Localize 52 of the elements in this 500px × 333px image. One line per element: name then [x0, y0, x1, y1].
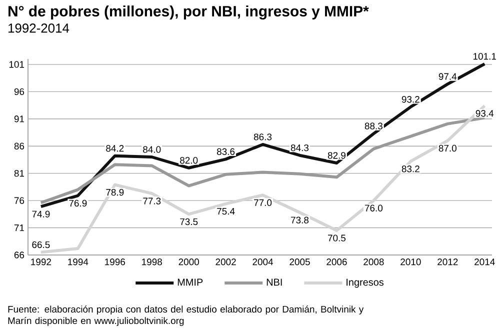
x-tick-label: 2014: [474, 258, 495, 266]
data-label: 87.0: [438, 144, 456, 152]
data-label: 83.2: [402, 166, 420, 172]
x-tick-label: 2008: [364, 258, 384, 266]
x-tick-label: 2005: [290, 258, 310, 266]
chart-title: N° de pobres (millones), por NBI, ingresos y MMIP*: [8, 6, 369, 20]
data-label: 82.0: [180, 156, 198, 164]
data-label: 83.6: [217, 148, 235, 155]
y-tick-label: 76: [14, 197, 24, 204]
data-label: 86.3: [254, 134, 272, 140]
x-tick-label: 2002: [216, 258, 236, 266]
x-tick-label: 2010: [400, 258, 421, 266]
data-label: 76.9: [69, 200, 87, 207]
data-label: 82.9: [328, 152, 346, 159]
data-label: 84.0: [143, 146, 161, 153]
data-label: 75.4: [217, 208, 235, 215]
data-label: 76.0: [364, 204, 383, 212]
y-tick-label: 101: [9, 61, 24, 68]
y-tick-label: 86: [14, 142, 24, 150]
legend-label: NBI: [266, 278, 282, 286]
data-label: 77.0: [254, 199, 272, 206]
x-tick-label: 2004: [252, 258, 274, 266]
x-tick-label: 2012: [438, 258, 458, 266]
data-label: 77.3: [143, 198, 161, 204]
legend-label: MMIP: [178, 278, 203, 286]
chart-subtitle: 1992-2014: [8, 24, 70, 33]
y-tick-label: 66: [14, 252, 24, 258]
y-tick-label: 71: [14, 224, 24, 232]
data-label: 78.9: [106, 188, 124, 196]
y-tick-label: 96: [14, 88, 24, 96]
x-tick-label: 1992: [31, 258, 51, 266]
x-tick-label: 2006: [326, 258, 347, 266]
y-tick-label: 91: [14, 116, 24, 122]
data-label: 93.2: [402, 96, 420, 103]
data-label: 97.4: [438, 73, 457, 80]
legend-label: Ingresos: [346, 278, 384, 288]
data-label: 70.5: [328, 234, 346, 242]
data-label: 73.5: [180, 218, 198, 226]
source-note: Fuente: elaboración propia con datos del estudio elaborado por Damián, Boltvinik y Marín disponible en www.julioboltvinik.org: [8, 306, 364, 326]
data-label: 74.9: [32, 210, 50, 218]
x-tick-label: 1994: [68, 258, 88, 266]
x-tick-label: 1998: [142, 258, 162, 266]
data-label: 84.3: [290, 144, 309, 152]
data-label: 101.1: [473, 53, 496, 60]
data-label: 73.8: [291, 216, 309, 224]
y-tick-label: 81: [14, 170, 24, 177]
data-label: 93.4: [476, 110, 494, 117]
data-label: 66.5: [32, 241, 50, 248]
data-label: 84.2: [106, 145, 124, 152]
data-label: 88.3: [364, 122, 382, 130]
x-tick-label: 2000: [178, 258, 199, 266]
x-tick-label: 1996: [105, 258, 125, 266]
